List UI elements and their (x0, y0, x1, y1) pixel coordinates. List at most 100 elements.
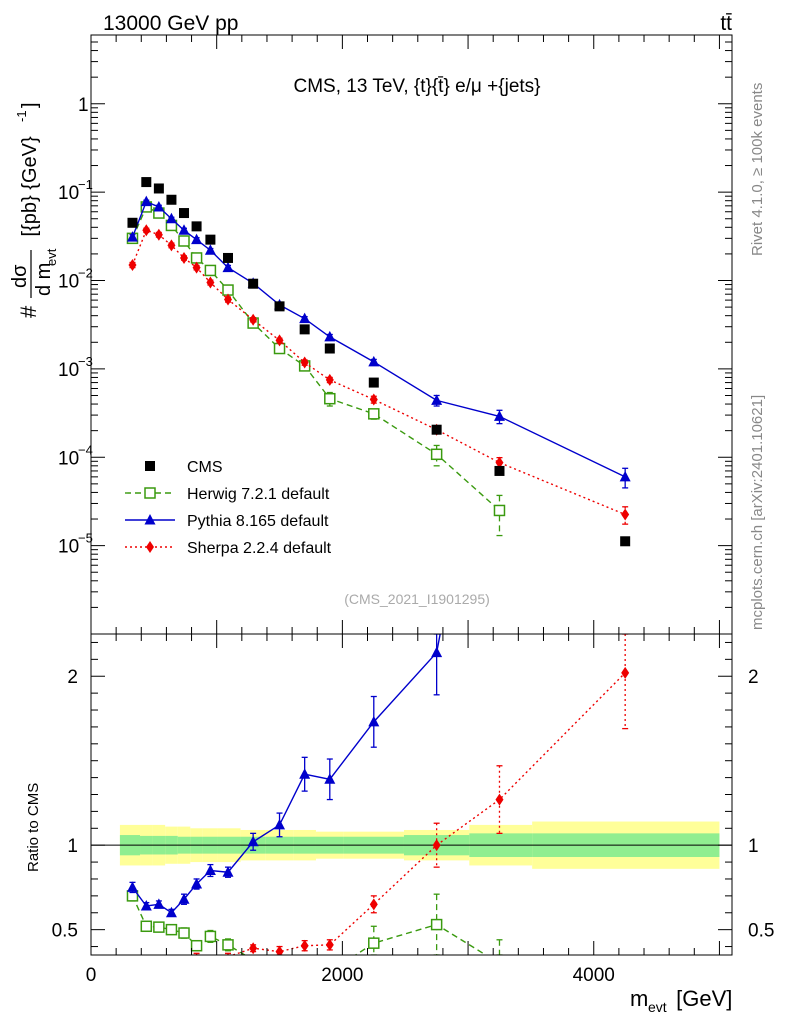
pythia-point (222, 261, 234, 273)
ratio-marks (126, 634, 630, 955)
herwig-point (190, 252, 203, 264)
sherpa-point (128, 258, 137, 271)
ratio-herwig-point (222, 939, 234, 951)
y-tick-label-exponent: −5 (78, 531, 93, 546)
ratio-sherpa-point (275, 945, 284, 955)
mcplots-label: mcplots.cern.ch [arXiv:2401.10621] (749, 395, 766, 630)
ratio-pythia-point (324, 773, 336, 784)
header-right: tt̄ (720, 12, 732, 35)
legend-herwig-marker (144, 487, 156, 499)
ratio-pythia-point (274, 818, 286, 830)
cms-point (191, 221, 202, 232)
sherpa-point (275, 334, 284, 347)
rivet-label: Rivet 4.1.0, ≥ 100k events (749, 83, 766, 256)
xlabel-unit: [GeV] (670, 986, 732, 1011)
ratio-y-tick-label: 1 (67, 836, 78, 857)
legend-cms-marker (145, 461, 155, 471)
cms-point (324, 343, 335, 354)
ylabel-num: dσ (9, 264, 31, 288)
legend-herwig-label: Herwig 7.2.1 default (187, 486, 330, 503)
ratio-sherpa-point (621, 666, 630, 679)
ratio-sherpa-point (369, 898, 378, 911)
ylabel-prefix: # (16, 305, 41, 318)
cms-point (620, 536, 631, 547)
cms-point (368, 377, 379, 388)
ratio-y-tick-label-right: 1 (748, 836, 759, 857)
ratio-y-tick-label-right: 2 (748, 667, 759, 688)
xlabel-main: m (630, 986, 648, 1011)
ratio-pythia-point (222, 866, 234, 877)
sherpa-point (325, 373, 334, 386)
cms-point (494, 465, 505, 476)
y-tick-label-exponent: −1 (78, 177, 93, 192)
ratio-pythia-point (165, 906, 177, 918)
y-tick-label-exponent: −4 (78, 442, 93, 457)
sherpa-point (154, 228, 163, 241)
herwig-point (368, 408, 380, 420)
ratio-sherpa-point (495, 793, 504, 806)
ratio-herwig-point (140, 920, 153, 933)
pythia-point (126, 231, 138, 242)
ratio-y-tick-label-right: 0.5 (748, 921, 774, 942)
ratio-sherpa-point (325, 938, 334, 951)
ratio-pythia-point (299, 768, 311, 779)
herwig-point (430, 448, 443, 461)
main-panel: CMS, 13 TeV, {t}{t̄} e/μ +{jets} (CMS_20… (58, 34, 733, 635)
y-tick-label: 10 (58, 448, 79, 469)
ratio-y-axis-label: Ratio to CMS (25, 783, 42, 872)
pythia-point (368, 355, 380, 367)
pythia-point (619, 470, 631, 482)
sherpa-series (128, 224, 630, 525)
legend-sherpa-marker (146, 541, 154, 553)
ratio-herwig-point (190, 939, 203, 952)
cms-series (127, 177, 631, 547)
ratio-herwig-point (165, 923, 178, 936)
cms-point (153, 183, 164, 194)
cms-point (248, 278, 259, 289)
sherpa-point (223, 293, 232, 306)
sherpa-line (131, 229, 626, 516)
sherpa-point (142, 224, 151, 237)
ratio-pythia-point (204, 864, 216, 876)
herwig-point (493, 504, 506, 517)
y-tick-label: 1 (78, 95, 89, 116)
ratio-pythia-point (153, 898, 165, 909)
pythia-point (165, 212, 177, 224)
x-axis-label: m evt [GeV] (630, 986, 732, 1015)
pythia-line (131, 200, 626, 478)
herwig-point (204, 264, 217, 277)
legend: CMS Herwig 7.2.1 default Pythia 8.165 defa… (125, 459, 332, 557)
ylabel-den-sub: evt (44, 248, 59, 266)
cms-point (205, 234, 216, 245)
herwig-point (324, 392, 336, 405)
legend-sherpa-label: Sherpa 2.2.4 default (187, 540, 332, 557)
main-axes: 110−110−210−310−410−5 (58, 34, 732, 635)
ratio-pythia-point (140, 900, 152, 911)
y-tick-label: 10 (58, 183, 79, 204)
cms-point (141, 177, 152, 188)
legend-pythia-label: Pythia 8.165 default (187, 513, 329, 530)
y-tick-label: 10 (58, 537, 79, 558)
y-tick-label-exponent: −3 (78, 354, 93, 369)
cms-point (299, 324, 310, 335)
ratio-herwig-point (178, 927, 190, 939)
pythia-point (299, 312, 311, 324)
cms-point (222, 252, 233, 263)
pythia-point (191, 233, 203, 245)
sherpa-point (192, 261, 201, 274)
ratio-pythia-point (191, 878, 203, 889)
x-tick-label: 0 (86, 965, 97, 986)
xlabel-sub: evt (648, 999, 667, 1015)
x-tick-label: 2000 (321, 965, 363, 986)
cms-point (179, 208, 190, 219)
pythia-series (126, 195, 631, 489)
sherpa-point (180, 251, 189, 264)
sherpa-point (495, 456, 504, 469)
ratio-sherpa-line (230, 672, 626, 955)
ratio-sherpa-point (432, 839, 441, 852)
ratio-herwig-point (368, 937, 380, 949)
ratio-herwig-point (153, 921, 165, 933)
ratio-herwig-point (430, 918, 443, 931)
pythia-point (140, 195, 152, 207)
sherpa-point (369, 393, 378, 406)
